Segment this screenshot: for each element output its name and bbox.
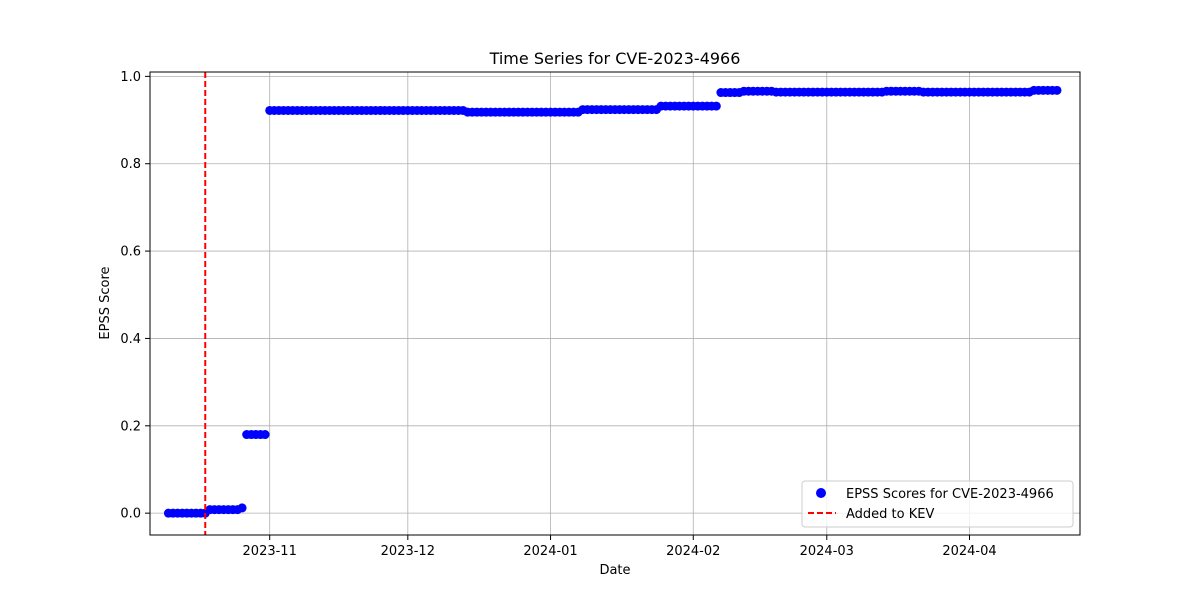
data-layer — [163, 72, 1062, 535]
y-tick-label: 0.8 — [120, 157, 141, 172]
legend-box — [801, 480, 1074, 528]
x-axis-label: Date — [599, 563, 630, 578]
x-tick-label: 2024-02 — [666, 544, 720, 559]
epss-point — [260, 430, 270, 440]
axes: 2023-11 2023-12 2024-01 2024-02 2024-03 2024-… — [120, 70, 996, 559]
y-tick-label: 0.0 — [120, 507, 141, 522]
y-tick-label: 0.6 — [120, 245, 141, 260]
x-tick-label: 2024-01 — [523, 544, 577, 559]
y-tick-label: 0.4 — [120, 332, 141, 347]
epss-point — [237, 503, 247, 513]
x-tick-label: 2024-04 — [942, 544, 996, 559]
y-tick-label: 0.2 — [120, 419, 141, 434]
legend-label-kev: Added to KEV — [846, 507, 934, 522]
legend-label-epss: EPSS Scores for CVE-2023-4966 — [846, 487, 1054, 502]
epss-point — [711, 101, 721, 111]
chart-title: Time Series for CVE-2023-4966 — [489, 49, 741, 68]
epss-point — [1052, 85, 1062, 95]
x-tick-label: 2023-12 — [381, 544, 435, 559]
y-tick-label: 1.0 — [120, 70, 141, 85]
y-axis-label: EPSS Score — [98, 266, 113, 339]
x-tick-label: 2024-03 — [800, 544, 854, 559]
legend-marker-epss — [816, 488, 826, 498]
legend: EPSS Scores for CVE-2023-4966 Added to K… — [801, 480, 1074, 528]
x-tick-label: 2023-11 — [243, 544, 297, 559]
plot-frame — [149, 71, 1081, 536]
